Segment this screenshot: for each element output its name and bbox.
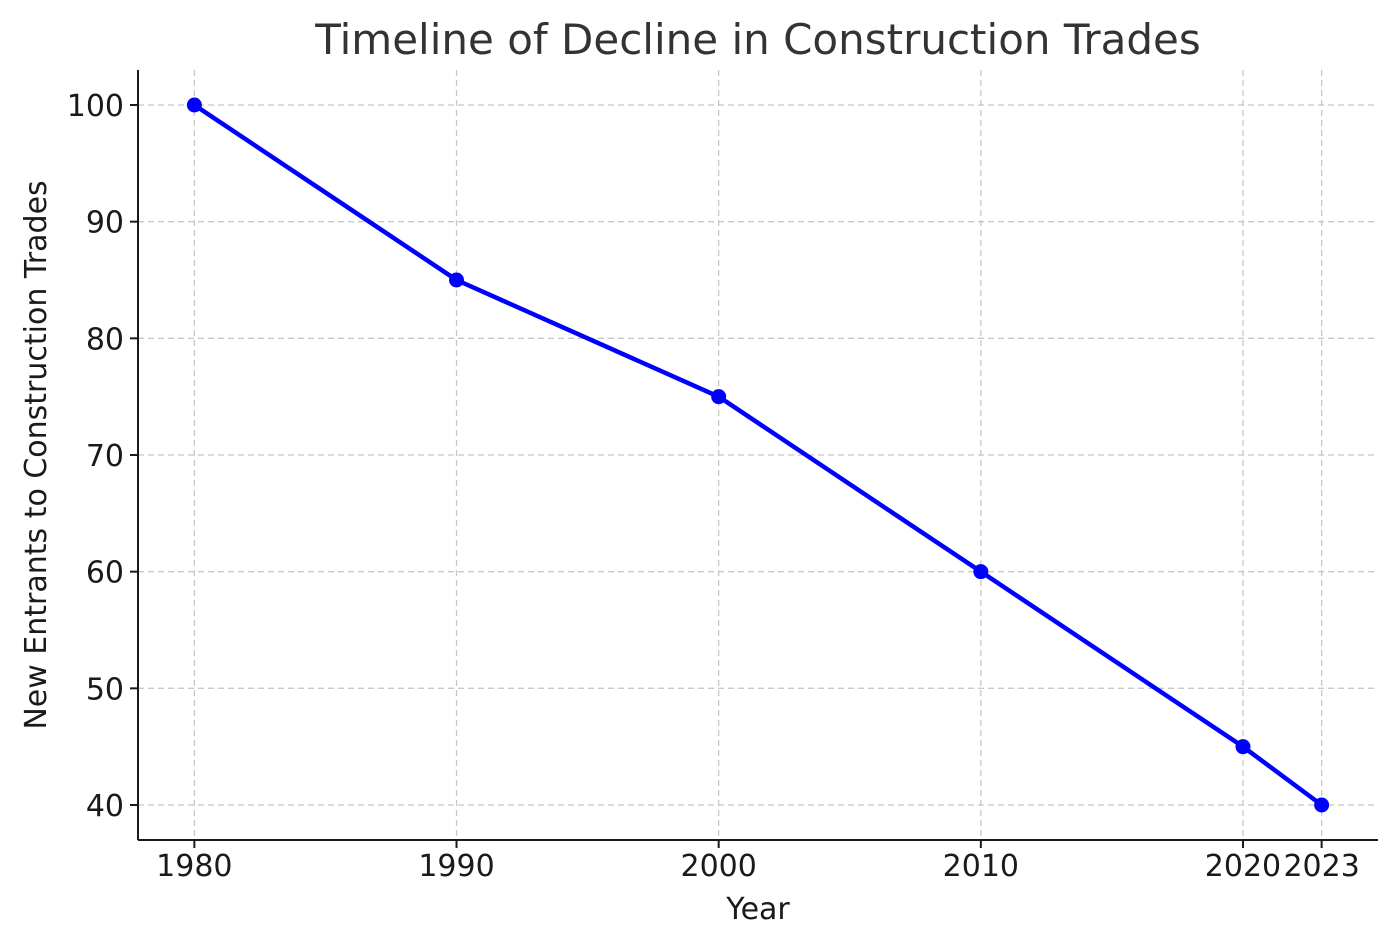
- chart-title: Timeline of Decline in Construction Trad…: [314, 15, 1200, 64]
- x-tick-label: 2010: [943, 849, 1019, 884]
- y-tick-label: 50: [86, 672, 124, 707]
- data-point: [1314, 797, 1330, 813]
- data-point: [711, 389, 727, 405]
- x-tick-label: 1980: [156, 849, 232, 884]
- x-tick-label: 2020: [1205, 849, 1281, 884]
- data-point: [449, 272, 465, 288]
- data-point: [973, 564, 989, 580]
- data-point: [1235, 739, 1251, 755]
- y-tick-label: 40: [86, 789, 124, 824]
- series-layer: [186, 97, 1330, 813]
- data-point: [186, 97, 202, 113]
- y-tick-label: 80: [86, 322, 124, 357]
- x-tick-label: 2023: [1283, 849, 1359, 884]
- y-tick-label: 90: [86, 206, 124, 241]
- y-axis-title: New Entrants to Construction Trades: [19, 180, 54, 729]
- y-tick-label: 60: [86, 556, 124, 591]
- x-tick-label: 1990: [418, 849, 494, 884]
- grid-layer: [138, 70, 1378, 840]
- x-axis-title: Year: [725, 892, 790, 927]
- x-tick-label: 2000: [680, 849, 756, 884]
- y-tick-label: 100: [67, 89, 124, 124]
- ticks-layer: 1980 1990 2000 2010 2020 2023 40 50 60 70 80 90 100: [67, 89, 1360, 884]
- y-tick-label: 70: [86, 439, 124, 474]
- series-line: [192, 102, 1324, 808]
